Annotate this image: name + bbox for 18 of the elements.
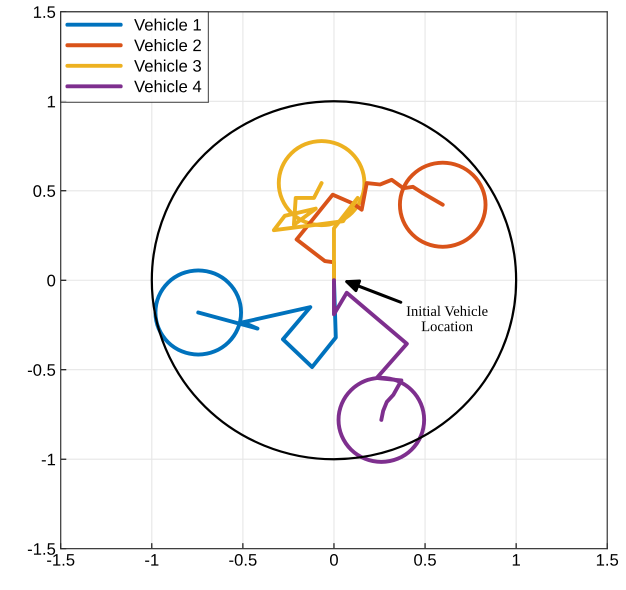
y-tick-label: -1	[42, 454, 56, 466]
legend-label: Vehicle 2	[134, 39, 201, 52]
y-tick-label: -1.5	[28, 543, 56, 555]
x-tick-label: 0.5	[414, 554, 436, 566]
x-tick-label: -1	[145, 554, 158, 566]
x-tick-label: 1.5	[596, 554, 618, 566]
legend-label: Vehicle 4	[134, 80, 202, 92]
legend-label: Vehicle 3	[134, 60, 201, 72]
legend-label: Vehicle 1	[134, 18, 201, 31]
y-tick-label: -0.5	[28, 364, 56, 376]
y-tick-label: 1.5	[34, 6, 56, 18]
x-tick-label: 0	[330, 554, 338, 566]
x-tick-label: 1	[512, 554, 520, 566]
y-tick-label: 0.5	[33, 185, 56, 197]
annotation: Initial Vehicle Location	[406, 306, 488, 332]
x-tick-label: -0.5	[229, 554, 257, 566]
y-tick-label: 1	[48, 96, 56, 108]
y-tick-label: 0	[47, 274, 56, 286]
